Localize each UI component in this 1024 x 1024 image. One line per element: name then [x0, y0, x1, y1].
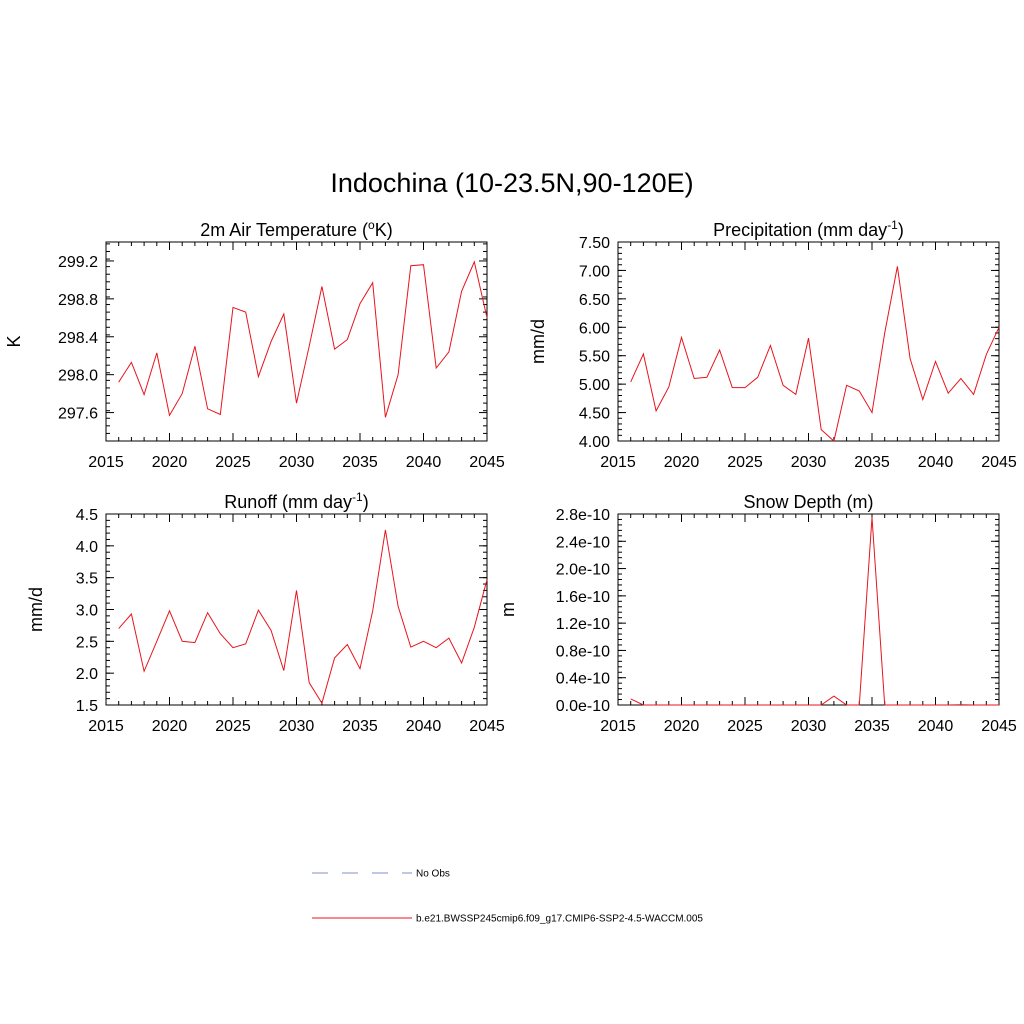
y-tick-label: 5.00	[579, 377, 610, 394]
y-tick-label: 3.0	[76, 603, 98, 620]
x-tick-label: 2015	[600, 718, 636, 735]
x-tick-label: 2035	[342, 454, 378, 471]
panel-title-sup: -1	[887, 218, 898, 232]
x-tick-label: 2030	[791, 454, 827, 471]
x-tick-label: 2025	[727, 454, 763, 471]
x-tick-label: 2025	[727, 718, 763, 735]
y-tick-label: 298.8	[58, 292, 98, 309]
y-axis-label: K	[4, 335, 24, 347]
panel-title: Snow Depth (m)	[743, 492, 873, 512]
y-tick-label: 4.5	[76, 507, 98, 524]
panel-title-end: )	[363, 492, 369, 512]
x-tick-label: 2030	[791, 718, 827, 735]
series-line	[630, 517, 999, 706]
x-tick-label: 2020	[664, 454, 700, 471]
panel-title-end: K)	[375, 220, 393, 240]
x-tick-label: 2020	[664, 718, 700, 735]
y-axis-label: mm/d	[528, 319, 548, 364]
panel-title-end: )	[898, 220, 904, 240]
x-tick-label: 2045	[981, 454, 1017, 471]
x-tick-label: 2035	[342, 718, 378, 735]
panel-title-main: Precipitation (mm day	[713, 220, 887, 240]
y-tick-label: 298.0	[58, 368, 98, 385]
y-tick-label: 2.0	[76, 666, 98, 683]
legend: No Obs b.e21.BWSSP245cmip6.f09_g17.CMIP6-…	[312, 869, 703, 925]
y-tick-label: 3.5	[76, 571, 98, 588]
panel-title-main: Runoff (mm day	[224, 492, 352, 512]
y-tick-label: 7.00	[579, 263, 610, 280]
plot-frame	[105, 241, 488, 442]
plot-frame	[617, 513, 1000, 706]
y-tick-label: 4.00	[579, 434, 610, 451]
x-tick-label: 2040	[918, 718, 954, 735]
x-tick-label: 2025	[215, 454, 251, 471]
y-tick-label: 0.4e-10	[556, 671, 610, 688]
y-tick-label: 1.5	[76, 698, 98, 715]
legend-label: No Obs	[416, 869, 450, 880]
x-tick-label: 2015	[88, 454, 124, 471]
y-axis-label: mm/d	[26, 587, 46, 632]
x-tick-label: 2045	[981, 718, 1017, 735]
panel-title: Precipitation (mm day-1)	[713, 218, 904, 240]
page-title: Indochina (10-23.5N,90-120E)	[330, 168, 694, 198]
plot-frame	[105, 513, 488, 706]
series-line	[118, 529, 488, 705]
panel-title: Runoff (mm day-1)	[224, 490, 368, 512]
y-tick-label: 299.2	[58, 254, 98, 271]
x-tick-label: 2020	[152, 718, 188, 735]
x-tick-label: 2040	[406, 718, 442, 735]
series-line	[118, 260, 488, 418]
x-tick-label: 2030	[279, 718, 315, 735]
y-tick-label: 2.0e-10	[556, 562, 610, 579]
y-tick-label: 2.8e-10	[556, 507, 610, 524]
y-axis-label: m	[498, 602, 518, 617]
y-tick-label: 7.50	[579, 235, 610, 252]
chart-panel-2: Precipitation (mm day-1) mm/d 2015 2020 2025…	[528, 218, 1017, 471]
x-tick-label: 2040	[918, 454, 954, 471]
legend-label: b.e21.BWSSP245cmip6.f09_g17.CMIP6-SSP2-4…	[416, 914, 703, 925]
panel-title-main: 2m Air Temperature (	[200, 220, 368, 240]
panel-title-main: Snow Depth (m)	[743, 492, 873, 512]
x-tick-label: 2045	[469, 454, 505, 471]
panel-title-sup: -1	[352, 490, 363, 504]
y-tick-label: 2.5	[76, 634, 98, 651]
x-tick-label: 2035	[854, 718, 890, 735]
x-tick-label: 2035	[854, 454, 890, 471]
x-tick-label: 2015	[88, 718, 124, 735]
y-tick-label: 6.50	[579, 292, 610, 309]
x-tick-label: 2025	[215, 718, 251, 735]
series-line	[630, 266, 1000, 442]
y-tick-label: 1.6e-10	[556, 589, 610, 606]
chart-panel-4: Snow Depth (m) m 2015 2020 2025 2030 2035 2040 2…	[498, 492, 1017, 735]
x-tick-label: 2030	[279, 454, 315, 471]
y-tick-label: 4.0	[76, 539, 98, 556]
panel-title: 2m Air Temperature (oK)	[200, 218, 392, 240]
panel-title-sup: o	[368, 218, 375, 232]
chart-panel-3: Runoff (mm day-1) mm/d 2015 2020 2025 2030 203…	[26, 490, 505, 735]
y-tick-label: 298.4	[58, 330, 98, 347]
y-tick-label: 6.00	[579, 320, 610, 337]
y-tick-label: 297.6	[58, 406, 98, 423]
x-tick-label: 2045	[469, 718, 505, 735]
x-tick-label: 2015	[600, 454, 636, 471]
chart-panel-1: 2m Air Temperature (oK) K 2015 2020 2025 2030…	[4, 218, 505, 471]
y-tick-label: 4.50	[579, 406, 610, 423]
x-tick-label: 2040	[406, 454, 442, 471]
y-tick-label: 0.0e-10	[556, 698, 610, 715]
y-tick-label: 5.50	[579, 349, 610, 366]
y-tick-label: 1.2e-10	[556, 616, 610, 633]
y-tick-label: 0.8e-10	[556, 643, 610, 660]
y-tick-label: 2.4e-10	[556, 534, 610, 551]
x-tick-label: 2020	[152, 454, 188, 471]
